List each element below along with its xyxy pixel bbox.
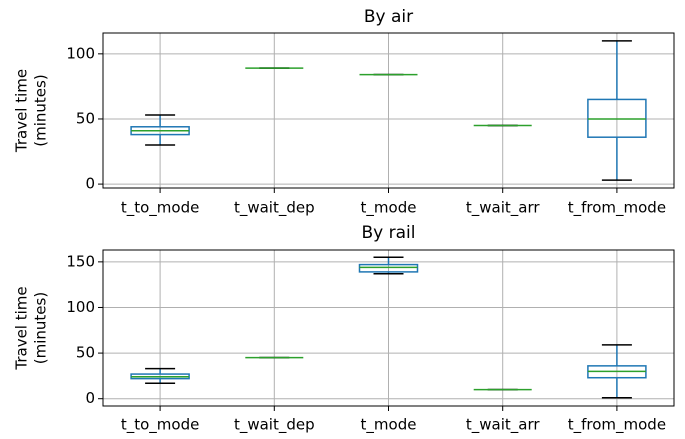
- x-tick-label: t_wait_dep: [234, 416, 315, 435]
- x-tick-label: t_wait_arr: [466, 416, 540, 435]
- y-axis-label: (minutes): [32, 74, 50, 146]
- subplot-title: By air: [364, 7, 413, 27]
- plot-frame: [102, 32, 675, 189]
- y-tick-label: 100: [66, 298, 95, 316]
- x-tick-label: t_mode: [361, 416, 417, 435]
- y-axis-label: Travel time: [13, 286, 31, 370]
- y-tick-label: 0: [85, 389, 95, 407]
- x-tick-label: t_to_mode: [121, 199, 199, 218]
- box: [358, 263, 419, 273]
- y-tick-label: 50: [76, 109, 95, 127]
- y-axis-label: (minutes): [32, 292, 50, 364]
- y-axis-label: Travel time: [13, 69, 31, 153]
- subplot-title: By rail: [362, 223, 416, 243]
- x-tick-label: t_mode: [361, 199, 417, 218]
- plot-frame: [102, 249, 675, 407]
- subplot: By air Travel time (minutes) 0 50 100 t_to_mod…: [13, 7, 675, 218]
- y-tick-label: 50: [76, 344, 95, 362]
- y-tick-label: 150: [66, 252, 95, 270]
- x-tick-label: t_from_mode: [568, 416, 666, 435]
- y-tick-label: 0: [85, 175, 95, 193]
- subplot: By rail Travel time (minutes) 0 50 100 150 t_to…: [13, 223, 675, 435]
- x-tick-label: t_wait_dep: [234, 199, 315, 218]
- x-tick-label: t_from_mode: [568, 199, 666, 218]
- y-tick-label: 100: [66, 44, 95, 62]
- x-tick-label: t_to_mode: [121, 416, 199, 435]
- x-tick-label: t_wait_arr: [466, 199, 540, 218]
